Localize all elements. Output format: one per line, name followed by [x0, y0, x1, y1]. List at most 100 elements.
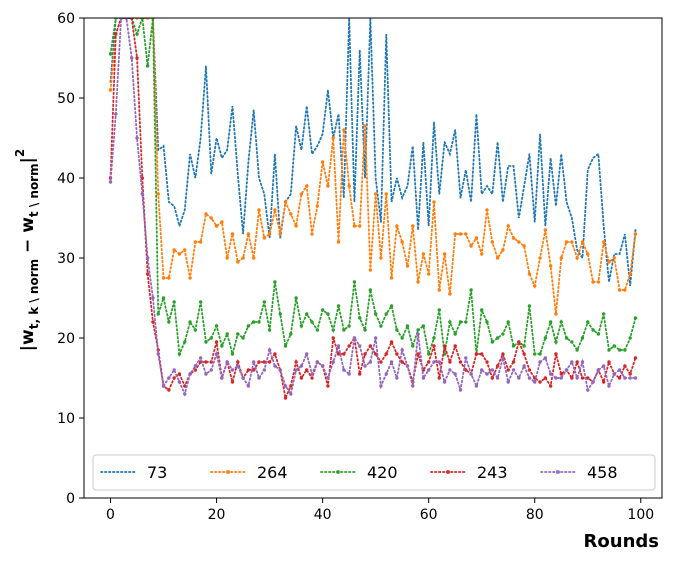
data-point [257, 320, 261, 324]
data-point [172, 368, 176, 372]
data-point [305, 312, 309, 316]
data-point [580, 240, 585, 244]
data-point [135, 32, 139, 36]
data-point [548, 384, 553, 388]
data-point [596, 368, 601, 372]
data-point [172, 300, 176, 304]
x-tick-label: 80 [526, 507, 544, 523]
data-point [490, 340, 495, 344]
data-point [363, 328, 367, 332]
data-point [145, 272, 150, 276]
data-point [283, 384, 288, 388]
data-point [273, 280, 277, 284]
data-point [495, 376, 500, 380]
data-point [289, 332, 293, 336]
y-tick-label: 30 [57, 251, 75, 267]
data-point [522, 344, 526, 348]
data-point [379, 324, 383, 328]
data-point [490, 368, 495, 372]
data-point [633, 356, 638, 360]
data-point [310, 320, 314, 324]
data-point [342, 352, 346, 356]
data-point [363, 364, 367, 368]
data-point [570, 240, 574, 244]
y-tick-label: 60 [57, 11, 75, 27]
data-point [442, 380, 447, 384]
data-point [225, 360, 229, 364]
data-point [554, 312, 558, 316]
data-point [580, 336, 585, 340]
data-point [320, 308, 325, 312]
y-tick-label: 50 [57, 91, 75, 107]
data-point [607, 348, 611, 352]
data-point [299, 324, 304, 328]
data-point [517, 376, 521, 380]
data-point [607, 360, 611, 364]
data-point [601, 380, 606, 384]
data-point [458, 360, 463, 364]
data-point [140, 192, 145, 196]
data-point [267, 232, 272, 236]
data-point [336, 352, 341, 356]
data-point [241, 256, 245, 260]
legend-item: 243 [430, 463, 508, 482]
data-point [448, 360, 452, 364]
data-point [607, 384, 611, 388]
x-tick-label: 0 [106, 507, 115, 523]
series-line-264 [109, 18, 637, 315]
data-point [411, 344, 415, 348]
data-point [305, 352, 309, 356]
data-point [580, 360, 585, 364]
data-point [617, 368, 622, 372]
data-point [533, 352, 537, 356]
data-point [432, 336, 436, 340]
data-point [135, 56, 139, 60]
data-point [543, 228, 548, 232]
data-point [458, 388, 463, 392]
data-point [453, 344, 457, 348]
data-point [506, 224, 510, 228]
data-point [209, 360, 213, 364]
legend-box [92, 454, 656, 491]
data-point [342, 368, 346, 372]
data-point [352, 280, 357, 284]
data-point [241, 376, 245, 380]
data-point [564, 336, 569, 340]
data-point [236, 332, 240, 336]
legend-item: 264 [210, 463, 288, 482]
data-point [230, 380, 235, 384]
data-point [251, 360, 256, 364]
data-point [352, 224, 357, 228]
data-point [161, 296, 166, 300]
data-point [490, 240, 495, 244]
data-point [538, 380, 542, 384]
data-point [448, 320, 452, 324]
y-tick-label: 40 [57, 171, 75, 187]
data-point [299, 364, 304, 368]
data-point [156, 312, 160, 316]
y-tick-label: 0 [66, 491, 75, 507]
data-point [241, 336, 245, 340]
data-point [130, 56, 134, 60]
data-point [220, 220, 224, 224]
data-point [453, 332, 457, 336]
data-point [373, 336, 378, 340]
data-point [538, 360, 542, 364]
data-point [437, 308, 441, 312]
data-point [628, 272, 632, 276]
data-point [358, 372, 362, 376]
data-point [177, 372, 182, 376]
data-point [501, 352, 505, 356]
data-point [480, 352, 484, 356]
data-point [538, 352, 542, 356]
data-point [548, 372, 553, 376]
data-point [559, 256, 563, 260]
data-point [294, 368, 298, 372]
data-point [135, 136, 139, 140]
data-point [379, 360, 383, 364]
data-point [448, 292, 452, 296]
data-point [628, 336, 632, 340]
data-point [193, 328, 198, 332]
data-point [315, 328, 320, 332]
data-point [548, 320, 553, 324]
